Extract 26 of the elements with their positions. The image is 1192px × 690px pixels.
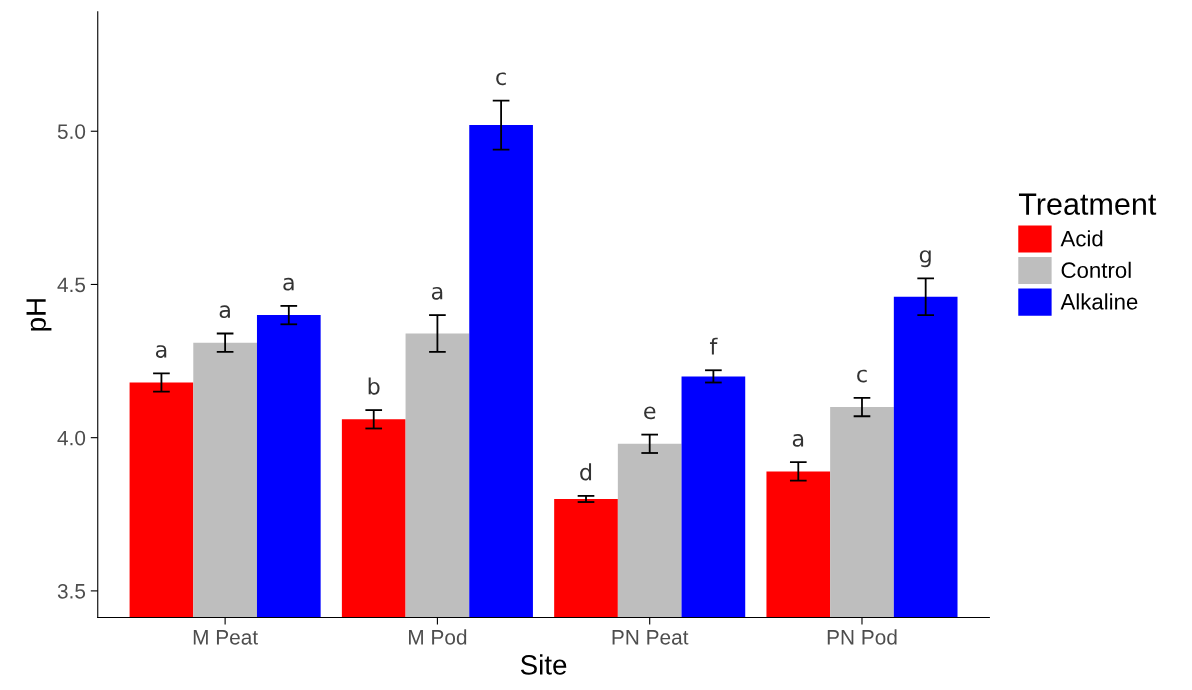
- x-tick-label: PN Pod: [827, 629, 897, 645]
- y-tick-label: 4.5: [57, 277, 86, 293]
- data-label: a: [283, 277, 294, 291]
- data-label: e: [644, 406, 656, 420]
- y-tick-label: 4.0: [57, 430, 86, 446]
- data-label: c: [857, 369, 867, 383]
- data-label: a: [155, 345, 167, 358]
- data-label: a: [431, 286, 443, 300]
- legend-label: Alkaline: [1060, 293, 1138, 310]
- data-label: d: [580, 463, 592, 481]
- y-tick-label: 5.0: [57, 124, 86, 139]
- data-label: a: [792, 434, 804, 447]
- data-label: c: [496, 72, 506, 86]
- legend-label: Acid: [1060, 230, 1103, 247]
- x-tick-label: M Pod: [409, 629, 467, 645]
- y-tick-label: 3.5: [57, 583, 86, 599]
- legend-label: Control: [1061, 261, 1131, 279]
- y-axis-title: pH: [26, 299, 52, 331]
- legend-title: Treatment: [1018, 193, 1157, 215]
- x-axis-title: Site: [520, 654, 567, 675]
- data-label: a: [219, 305, 230, 319]
- data-label: g: [919, 250, 931, 268]
- data-label: b: [368, 377, 380, 395]
- x-tick-label: M Peat: [193, 630, 258, 645]
- data-label: f: [709, 337, 718, 355]
- x-tick-label: PN Peat: [612, 630, 689, 645]
